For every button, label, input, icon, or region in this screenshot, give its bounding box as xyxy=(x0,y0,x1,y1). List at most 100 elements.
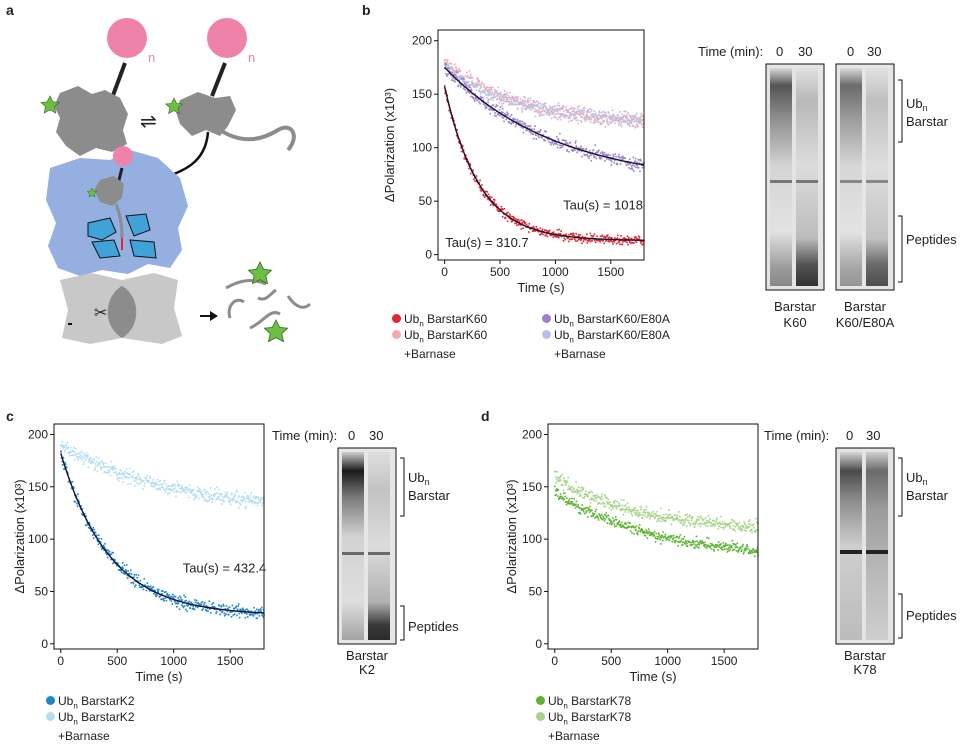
data-point xyxy=(551,234,554,236)
data-point xyxy=(539,227,542,229)
fluorophore-star xyxy=(40,95,60,114)
data-point xyxy=(604,494,606,496)
data-point xyxy=(624,240,626,243)
data-point xyxy=(636,123,638,126)
data-point xyxy=(245,500,247,503)
data-point xyxy=(523,107,526,110)
data-point xyxy=(739,527,742,529)
data-point xyxy=(510,103,512,105)
data-point xyxy=(490,88,492,91)
data-point xyxy=(652,535,655,537)
data-point xyxy=(753,527,755,529)
data-point xyxy=(599,235,602,238)
data-point xyxy=(574,149,576,151)
legend-text: BarstarK60 xyxy=(423,328,488,342)
data-point xyxy=(595,115,597,117)
data-point xyxy=(641,240,644,243)
data-point xyxy=(512,216,515,219)
data-point xyxy=(70,481,72,484)
gel-time-label: Time (min): xyxy=(698,44,763,59)
data-point xyxy=(756,551,758,554)
data-point xyxy=(565,503,568,506)
data-point xyxy=(229,497,231,500)
data-point xyxy=(140,480,142,483)
data-point xyxy=(540,111,543,113)
data-point xyxy=(520,125,523,128)
data-point xyxy=(688,522,690,524)
data-point xyxy=(614,504,616,507)
data-point xyxy=(558,497,561,499)
data-point xyxy=(558,480,561,483)
data-point xyxy=(544,139,547,142)
data-point xyxy=(469,164,472,166)
data-point xyxy=(141,480,144,483)
data-point xyxy=(223,500,226,503)
data-point xyxy=(466,87,469,89)
data-point xyxy=(633,509,636,511)
data-point xyxy=(102,464,105,466)
data-point xyxy=(505,118,508,121)
data-point xyxy=(449,71,452,73)
data-point xyxy=(238,612,240,615)
data-point xyxy=(637,166,640,169)
data-point xyxy=(551,107,554,109)
data-point xyxy=(531,103,534,106)
data-point xyxy=(486,94,488,96)
data-point xyxy=(532,107,534,110)
data-point xyxy=(597,121,600,124)
data-point xyxy=(680,540,683,542)
bracket-peptides xyxy=(898,593,903,639)
data-point xyxy=(559,107,561,110)
data-point xyxy=(581,496,584,499)
data-point xyxy=(114,467,116,470)
data-point xyxy=(613,505,615,508)
data-point xyxy=(447,73,449,76)
data-point xyxy=(224,491,226,494)
data-point xyxy=(610,504,613,506)
data-point xyxy=(222,499,224,501)
data-point xyxy=(506,99,509,101)
data-point xyxy=(497,114,500,116)
data-point xyxy=(522,227,524,229)
data-point xyxy=(736,525,739,527)
data-point xyxy=(134,479,137,482)
data-point xyxy=(633,115,636,117)
data-point xyxy=(635,525,638,527)
data-point xyxy=(522,131,525,134)
data-point xyxy=(205,610,208,612)
data-point xyxy=(626,241,628,244)
data-point xyxy=(497,86,500,89)
data-point xyxy=(618,238,621,240)
data-point xyxy=(684,519,687,522)
data-point xyxy=(565,479,568,482)
data-point xyxy=(752,524,754,526)
data-point xyxy=(734,543,736,546)
data-point xyxy=(612,113,614,116)
data-point xyxy=(623,522,626,525)
data-point xyxy=(586,155,589,158)
data-point xyxy=(78,502,81,504)
data-point xyxy=(617,234,619,237)
data-point xyxy=(625,523,627,525)
data-point xyxy=(451,71,453,74)
data-point xyxy=(685,525,688,528)
data-point xyxy=(603,111,606,114)
data-point xyxy=(557,489,560,491)
data-point xyxy=(659,535,662,537)
data-point xyxy=(256,612,259,615)
data-point xyxy=(716,517,718,520)
data-point xyxy=(121,566,123,568)
data-point xyxy=(684,514,687,516)
data-point xyxy=(106,472,109,475)
legend-text: Ub xyxy=(554,328,570,342)
data-point xyxy=(698,543,701,546)
data-point xyxy=(602,113,605,116)
data-point xyxy=(578,113,580,115)
data-point xyxy=(484,88,486,90)
data-point xyxy=(174,485,177,488)
data-point xyxy=(737,551,739,553)
data-point xyxy=(641,166,644,169)
data-point xyxy=(495,104,498,106)
data-point xyxy=(194,497,196,499)
data-point xyxy=(496,90,498,93)
